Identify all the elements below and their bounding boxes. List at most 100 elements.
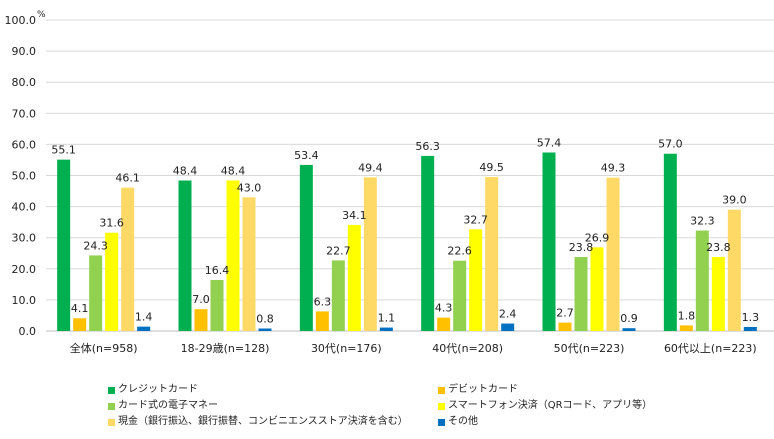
bar bbox=[453, 260, 467, 331]
y-tick-label: 50.0 bbox=[12, 170, 37, 183]
bar bbox=[469, 229, 483, 331]
bar bbox=[711, 256, 725, 331]
data-label: 43.0 bbox=[237, 181, 262, 194]
legend-item-smartphone-payment: スマートフォン決済（QRコード、アプリ等） bbox=[438, 398, 652, 414]
y-tick-label: 20.0 bbox=[12, 263, 37, 276]
data-label: 34.1 bbox=[342, 209, 367, 222]
data-label: 48.4 bbox=[173, 164, 198, 177]
bar bbox=[542, 152, 556, 331]
data-label: 16.4 bbox=[205, 264, 230, 277]
data-label: 0.8 bbox=[256, 313, 274, 326]
bar bbox=[178, 180, 192, 331]
bar bbox=[379, 327, 393, 331]
bar bbox=[210, 279, 224, 331]
y-tick-label: 40.0 bbox=[12, 201, 37, 214]
legend-label: 現金（銀行振込、銀行振替、コンビニエンスストア決済を含む） bbox=[118, 416, 408, 427]
y-tick-label: 0.0 bbox=[19, 325, 37, 338]
data-label: 2.7 bbox=[556, 307, 574, 320]
bars bbox=[57, 152, 757, 331]
data-label: 6.3 bbox=[314, 295, 332, 308]
bar bbox=[421, 155, 435, 331]
bar bbox=[137, 326, 151, 331]
bar bbox=[485, 177, 499, 331]
legend-item-debit-card: デビットカード bbox=[438, 382, 652, 398]
bar bbox=[121, 187, 135, 331]
data-label: 24.3 bbox=[83, 239, 108, 252]
y-tick-label: 80.0 bbox=[12, 76, 37, 89]
bar bbox=[347, 224, 361, 331]
data-labels: 55.1 4.1 24.3 31.6 46.1 1.4 48.4 7.0 16.4 48.4 43.… bbox=[51, 136, 759, 325]
bar bbox=[727, 209, 741, 331]
data-label: 49.3 bbox=[601, 162, 626, 175]
x-category-label: 30代(n=176) bbox=[311, 342, 382, 355]
x-category-label: 40代(n=208) bbox=[432, 342, 503, 355]
legend-label: スマートフォン決済（QRコード、アプリ等） bbox=[448, 400, 653, 411]
bar-chart: 0.0 10.0 20.0 30.0 40.0 50.0 60.0 70.0 80.0 90.0 1… bbox=[5, 10, 774, 355]
legend-item-credit-card: クレジットカード bbox=[108, 382, 438, 398]
bar bbox=[242, 197, 256, 331]
bar bbox=[194, 309, 208, 331]
bar bbox=[299, 164, 313, 331]
x-axis-category-labels: 全体(n=958) 18-29歳(n=128) 30代(n=176) 40代(n=20… bbox=[70, 341, 757, 355]
y-axis-ticks: 0.0 10.0 20.0 30.0 40.0 50.0 60.0 70.0 80.0 90.0 1… bbox=[5, 14, 37, 338]
bar bbox=[363, 177, 377, 331]
bar bbox=[501, 323, 515, 331]
data-label: 4.1 bbox=[71, 302, 89, 315]
legend-swatch bbox=[438, 418, 445, 426]
bar bbox=[57, 159, 71, 331]
bar bbox=[73, 318, 87, 331]
data-label: 2.4 bbox=[499, 308, 517, 321]
bar bbox=[679, 325, 693, 331]
data-label: 7.0 bbox=[192, 293, 210, 306]
bar bbox=[437, 317, 451, 331]
legend-swatch bbox=[108, 418, 115, 426]
data-label: 22.6 bbox=[447, 245, 472, 258]
x-category-label: 全体(n=958) bbox=[70, 341, 138, 355]
legend-label: デビットカード bbox=[448, 384, 518, 395]
data-label: 57.0 bbox=[658, 138, 683, 151]
y-axis-unit-label: % bbox=[37, 10, 46, 20]
bar bbox=[622, 328, 636, 331]
data-label: 31.6 bbox=[99, 217, 124, 230]
data-label: 1.3 bbox=[742, 311, 760, 324]
gridlines bbox=[46, 19, 774, 332]
x-category-label: 18-29歳(n=128) bbox=[181, 342, 270, 355]
data-label: 48.4 bbox=[221, 164, 246, 177]
data-label: 4.3 bbox=[435, 302, 453, 315]
data-label: 23.8 bbox=[569, 241, 594, 254]
legend: クレジットカード カード式の電子マネー 現金（銀行振込、銀行振替、コンビニエンス… bbox=[108, 382, 652, 430]
x-category-label: 60代以上(n=223) bbox=[664, 342, 757, 355]
data-label: 32.7 bbox=[463, 213, 488, 226]
legend-swatch bbox=[108, 402, 115, 410]
data-label: 49.4 bbox=[358, 161, 383, 174]
legend-label: その他 bbox=[448, 416, 478, 427]
bar bbox=[663, 153, 677, 331]
legend-swatch bbox=[438, 386, 445, 394]
data-label: 55.1 bbox=[51, 144, 76, 157]
data-label: 1.4 bbox=[135, 311, 153, 324]
legend-swatch bbox=[108, 386, 115, 394]
y-tick-label: 90.0 bbox=[12, 45, 37, 58]
legend-swatch bbox=[438, 402, 445, 410]
bar bbox=[743, 326, 757, 331]
bar bbox=[315, 311, 329, 331]
bar bbox=[695, 230, 709, 331]
legend-label: クレジットカード bbox=[118, 384, 198, 395]
legend-label: カード式の電子マネー bbox=[118, 400, 218, 411]
y-tick-label: 60.0 bbox=[12, 138, 37, 151]
data-label: 49.5 bbox=[479, 161, 504, 174]
bar bbox=[558, 322, 572, 331]
data-label: 0.9 bbox=[620, 312, 638, 325]
y-tick-label: 10.0 bbox=[12, 294, 37, 307]
data-label: 26.9 bbox=[585, 231, 610, 244]
y-tick-label: 100.0 bbox=[5, 14, 37, 27]
bar bbox=[331, 260, 345, 331]
data-label: 1.8 bbox=[678, 309, 696, 322]
legend-item-other: その他 bbox=[438, 414, 652, 430]
bar bbox=[89, 255, 103, 331]
data-label: 39.0 bbox=[722, 194, 747, 207]
legend-item-cash: 現金（銀行振込、銀行振替、コンビニエンスストア決済を含む） bbox=[108, 414, 438, 430]
y-tick-label: 70.0 bbox=[12, 107, 37, 120]
bar bbox=[226, 180, 240, 331]
data-label: 56.3 bbox=[415, 140, 440, 153]
